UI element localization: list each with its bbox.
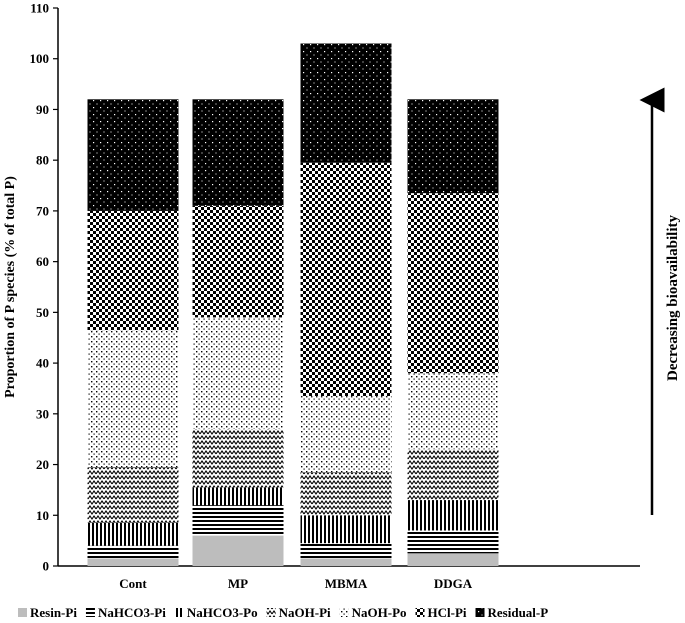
y-tick-label: 110 (30, 1, 49, 16)
legend-label: NaOH-Pi (279, 605, 331, 620)
y-axis-label: Proportion of P species (% of total P) (3, 176, 18, 398)
legend-label: HCl-Pi (428, 605, 467, 620)
y-tick-label: 40 (36, 356, 49, 371)
y-tick-label: 20 (36, 457, 49, 472)
legend-swatch (266, 608, 276, 617)
bar-segment-residual-p-ddga (407, 99, 499, 194)
y-tick-label: 90 (36, 102, 49, 117)
bar-segment-resin-pi-cont (87, 558, 179, 566)
bar-segment-residual-p-mp (192, 99, 284, 206)
legend-label: NaHCO3-Po (187, 605, 258, 620)
y-ticks: 0 10 20 30 40 50 60 70 80 90 100 110 (30, 1, 58, 574)
bar-segment-hcl-pi-mp (192, 205, 284, 318)
legend-swatch (339, 608, 349, 617)
bar-segment-hcl-pi-cont (87, 210, 179, 331)
y-tick-label: 10 (36, 508, 49, 523)
legend: Resin-Pi NaHCO3-Pi NaHCO3-Po NaOH-Pi NaOH-Po… (18, 605, 548, 620)
legend-label: Resin-Pi (30, 605, 77, 620)
y-tick-label: 70 (36, 203, 49, 218)
bar-segment-resin-pi-mp (192, 535, 284, 566)
bar-segment-resin-pi-mbma (300, 558, 392, 566)
legend-swatch (475, 608, 485, 617)
bar-segment-naoh-pi-mbma (300, 472, 392, 516)
bar-segment-nahco3-po-cont (87, 522, 179, 546)
legend-swatch (85, 608, 95, 617)
y-tick-label: 0 (43, 559, 50, 574)
x-tick-label: MBMA (325, 576, 368, 591)
bar-segment-naoh-po-cont (87, 330, 179, 468)
y-tick-label: 100 (30, 51, 50, 66)
legend-label: NaHCO3-Pi (98, 605, 166, 620)
bar-segment-resin-pi-ddga (407, 553, 499, 566)
x-tick-label: MP (228, 576, 248, 591)
legend-swatch (174, 608, 184, 617)
bar-segment-residual-p-mbma (300, 43, 392, 163)
y-tick-label: 30 (36, 406, 49, 421)
bar-segment-naoh-pi-ddga (407, 449, 499, 501)
bar-segment-residual-p-cont (87, 99, 179, 211)
bar-segment-nahco3-po-mp (192, 487, 284, 506)
bar-segment-naoh-po-mbma (300, 396, 392, 473)
x-tick-label: Cont (119, 576, 147, 591)
y-tick-label: 50 (36, 305, 49, 320)
y-tick-label: 80 (36, 153, 49, 168)
bar-segment-hcl-pi-ddga (407, 193, 499, 374)
annotation-text: Decreasing bioavailability (665, 215, 681, 381)
legend-label: Residual-P (488, 605, 549, 620)
bar-segment-nahco3-pi-cont (87, 545, 179, 559)
bar-segment-nahco3-pi-mp (192, 505, 284, 536)
bar-segment-hcl-pi-mbma (300, 162, 392, 397)
x-tick-label: DDGA (434, 576, 473, 591)
bars (87, 43, 499, 566)
legend-label: NaOH-Po (352, 605, 407, 620)
bar-segment-nahco3-po-mbma (300, 515, 392, 544)
bar-segment-naoh-po-ddga (407, 373, 499, 450)
bar-segment-nahco3-pi-ddga (407, 530, 499, 554)
bar-segment-naoh-po-mp (192, 317, 284, 430)
legend-swatch (415, 608, 425, 617)
bar-segment-nahco3-pi-mbma (300, 543, 392, 559)
bar-segment-nahco3-po-ddga (407, 500, 499, 531)
bar-segment-naoh-pi-cont (87, 467, 179, 523)
legend-swatch (18, 608, 27, 617)
bar-segment-naoh-pi-mp (192, 429, 284, 488)
x-ticks: Cont MP MBMA DDGA (119, 576, 472, 591)
y-tick-label: 60 (36, 254, 49, 269)
